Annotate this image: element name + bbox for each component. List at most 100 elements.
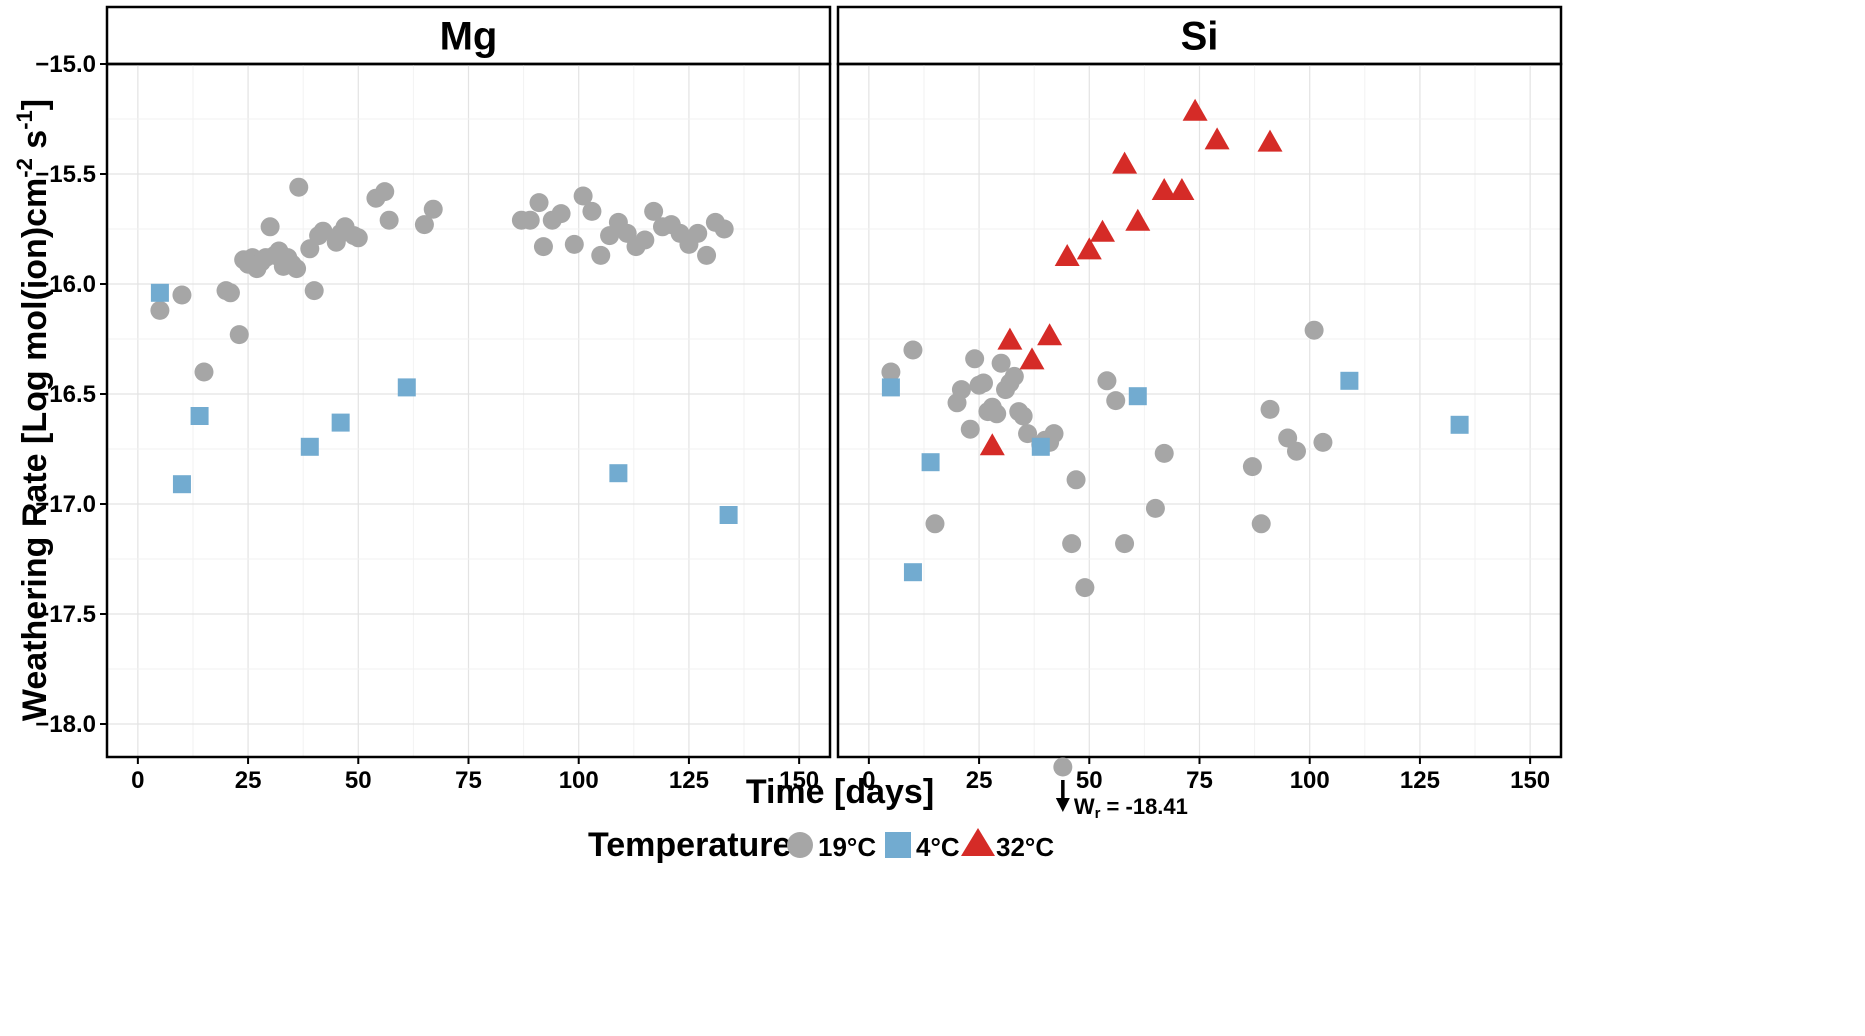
annot-value: = -18.41	[1100, 794, 1187, 819]
data-point	[1182, 98, 1208, 121]
data-point	[289, 177, 309, 197]
legend-marker-square	[885, 832, 911, 858]
data-point	[1075, 578, 1095, 598]
x-tick-label: 0	[131, 767, 144, 794]
data-point	[1013, 406, 1033, 426]
x-tick-label: 25	[966, 767, 993, 794]
x-tick-label: 100	[1290, 767, 1330, 794]
data-point	[1313, 432, 1333, 452]
y-axis-title: Weathering Rate [Log mol(ion)cm-2 s-1]	[12, 99, 54, 721]
data-point	[1112, 151, 1138, 174]
data-point	[1242, 457, 1262, 477]
y-tick-label: −15.5	[35, 161, 96, 188]
data-point	[979, 433, 1005, 456]
y-tick-label: −15.0	[35, 51, 96, 78]
data-point	[529, 193, 549, 213]
panel-mg: Mg 0 25 50 75 100 125 150 −15.0 −15.5 −16.0 −16.5 −1…	[35, 5, 832, 794]
x-tick-label: 125	[669, 767, 709, 794]
data-point	[551, 204, 571, 224]
data-point	[997, 327, 1023, 350]
data-point	[921, 453, 940, 472]
y-title-sup2: -1	[12, 110, 37, 130]
y-tick-label: −17.0	[35, 491, 96, 518]
data-point	[688, 223, 708, 243]
data-point	[1151, 178, 1177, 200]
data-point	[313, 221, 333, 241]
x-tick-label: 50	[1076, 767, 1103, 794]
data-point	[714, 219, 734, 239]
data-point	[1450, 415, 1469, 434]
series-19	[150, 177, 734, 382]
data-point	[1169, 178, 1195, 200]
legend-entry-32: 32°C	[961, 828, 1054, 862]
data-point	[1037, 323, 1063, 346]
data-point	[1125, 208, 1151, 231]
strip-header	[105, 5, 832, 66]
data-point	[172, 475, 191, 494]
data-point	[1106, 391, 1126, 411]
data-point	[375, 182, 395, 202]
x-tick-label: 150	[1510, 767, 1550, 794]
x-tick-label: 25	[235, 767, 262, 794]
off-scale-annotation: Wr = -18.41	[1053, 757, 1188, 822]
data-point	[1054, 244, 1080, 266]
legend-label: 19°C	[818, 832, 876, 862]
data-point	[220, 283, 240, 303]
data-point	[573, 186, 593, 206]
y-title-end: ]	[16, 99, 54, 110]
data-point	[991, 353, 1011, 373]
data-point	[300, 437, 319, 456]
data-point	[1260, 399, 1280, 419]
y-tick-label: −17.5	[35, 601, 96, 628]
series-4	[150, 283, 738, 524]
down-arrow-head-icon	[1055, 798, 1070, 812]
strip-label: Si	[1181, 15, 1219, 59]
data-point	[582, 201, 602, 221]
legend-label: 4°C	[916, 832, 960, 862]
data-point	[1066, 470, 1086, 490]
data-point	[635, 230, 655, 250]
panel-si: Si 0 25 50 75 100 125 150	[836, 5, 1563, 794]
data-point	[1097, 371, 1117, 391]
data-point	[348, 228, 368, 248]
x-tick-label: 100	[559, 767, 599, 794]
data-point	[520, 210, 540, 230]
data-point	[304, 281, 324, 301]
data-point	[1019, 347, 1045, 370]
data-point	[1286, 441, 1306, 461]
annot-w: W	[1074, 794, 1095, 819]
grid	[838, 63, 1561, 757]
data-point	[903, 340, 923, 360]
data-point	[150, 300, 170, 320]
data-point	[229, 325, 249, 345]
data-point	[1145, 498, 1165, 518]
data-point	[172, 285, 192, 305]
legend-title: Temperature	[588, 826, 791, 864]
y-tick-label: −18.0	[35, 711, 96, 738]
data-point	[609, 464, 628, 483]
legend-marker-triangle	[961, 828, 995, 856]
data-point	[644, 201, 664, 221]
data-point	[960, 419, 980, 439]
x-tick-label: 50	[345, 767, 372, 794]
data-point	[150, 283, 169, 302]
x-tick-label: 125	[1400, 767, 1440, 794]
data-point	[1004, 366, 1024, 386]
data-point	[1304, 320, 1324, 340]
x-axis-title: Time [days]	[746, 773, 934, 811]
strip-label: Mg	[440, 15, 498, 59]
annot-sub: r	[1095, 805, 1101, 822]
x-tick-label: 0	[862, 767, 875, 794]
off-scale-point	[1053, 757, 1073, 777]
legend-label: 32°C	[996, 832, 1054, 862]
data-point	[423, 199, 443, 219]
data-point	[1251, 514, 1271, 534]
data-point	[1154, 443, 1174, 463]
data-point	[260, 217, 280, 237]
off-scale-label: Wr = -18.41	[1074, 794, 1188, 822]
legend-entry-19: 19°C	[787, 832, 876, 862]
y-title-mid: s	[16, 130, 54, 158]
strip-header	[836, 5, 1563, 66]
